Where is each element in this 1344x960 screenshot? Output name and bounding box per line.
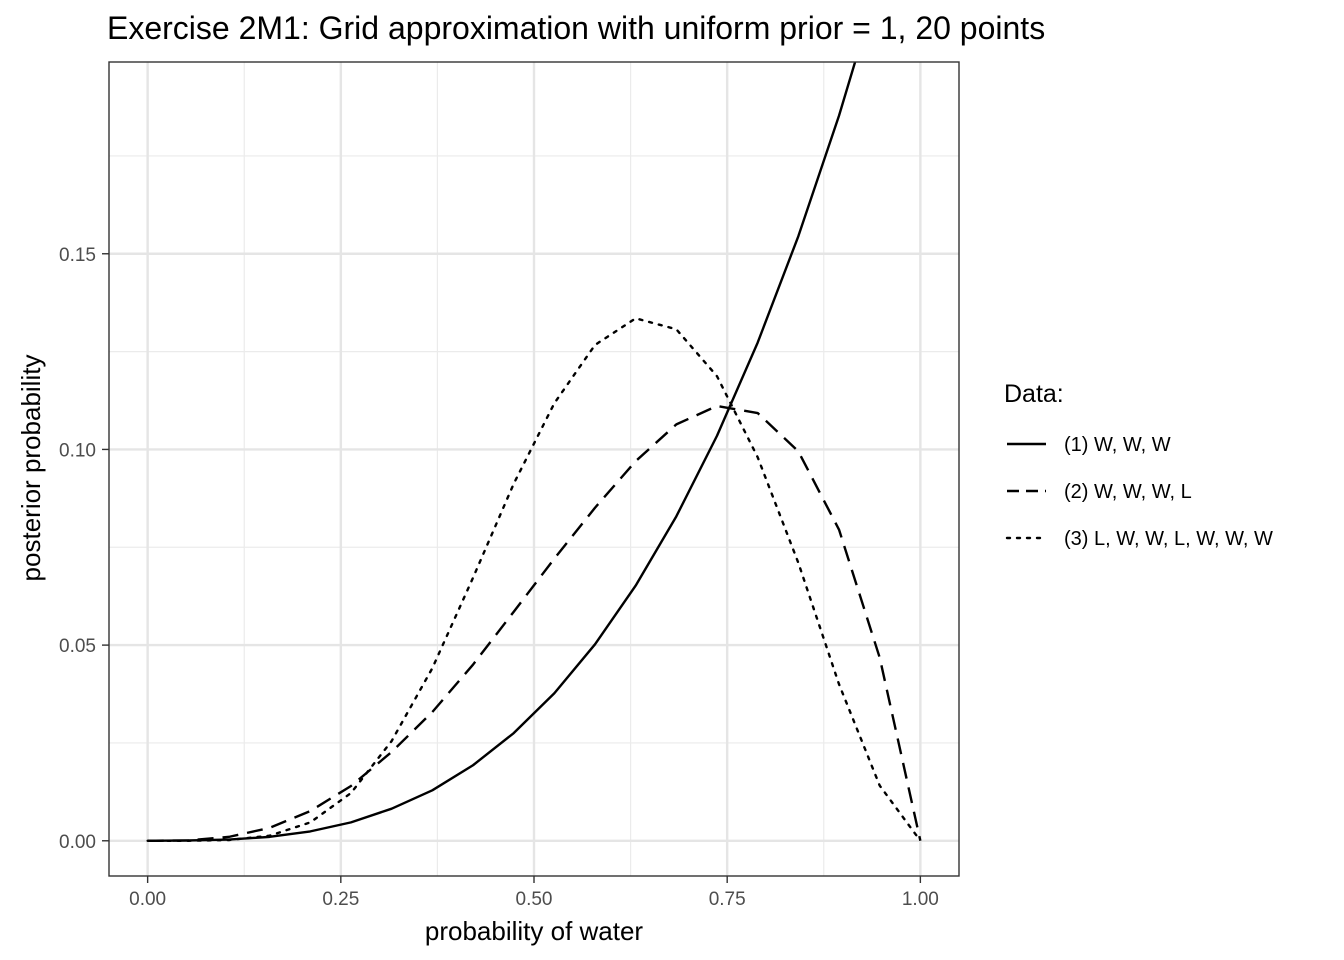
y-tick-label: 0.15 — [59, 245, 96, 266]
x-axis-title: probability of water — [425, 916, 644, 946]
legend-label-2: (2) W, W, W, L — [1064, 481, 1192, 503]
y-tick-label: 0.10 — [59, 440, 96, 461]
x-tick-label: 0.50 — [516, 889, 553, 910]
y-tick-label: 0.05 — [59, 636, 96, 657]
x-tick-label: 0.25 — [322, 889, 359, 910]
series-line-3 — [146, 317, 922, 842]
legend-label-3: (3) L, W, W, L, W, W, W — [1064, 528, 1273, 550]
y-tick-label: 0.00 — [59, 832, 96, 853]
legend-title: Data: — [1004, 380, 1064, 408]
x-tick-label: 1.00 — [902, 889, 939, 910]
x-tick-label: 0.75 — [709, 889, 746, 910]
legend-label-1: (1) W, W, W — [1064, 434, 1171, 456]
legend: Data: (1) W, W, W (2) W, W, W, L (3) L, W,… — [1004, 380, 1273, 550]
chart-title: Exercise 2M1: Grid approximation with un… — [107, 10, 1045, 46]
series-line-2 — [147, 404, 922, 842]
series-line-1 — [147, 62, 857, 842]
y-axis-title: posterior probability — [16, 355, 46, 582]
plot-area: 0.00 0.25 0.50 0.75 1.00 0.00 0.05 0.10 0.15 — [59, 61, 960, 910]
x-tick-label: 0.00 — [129, 889, 166, 910]
